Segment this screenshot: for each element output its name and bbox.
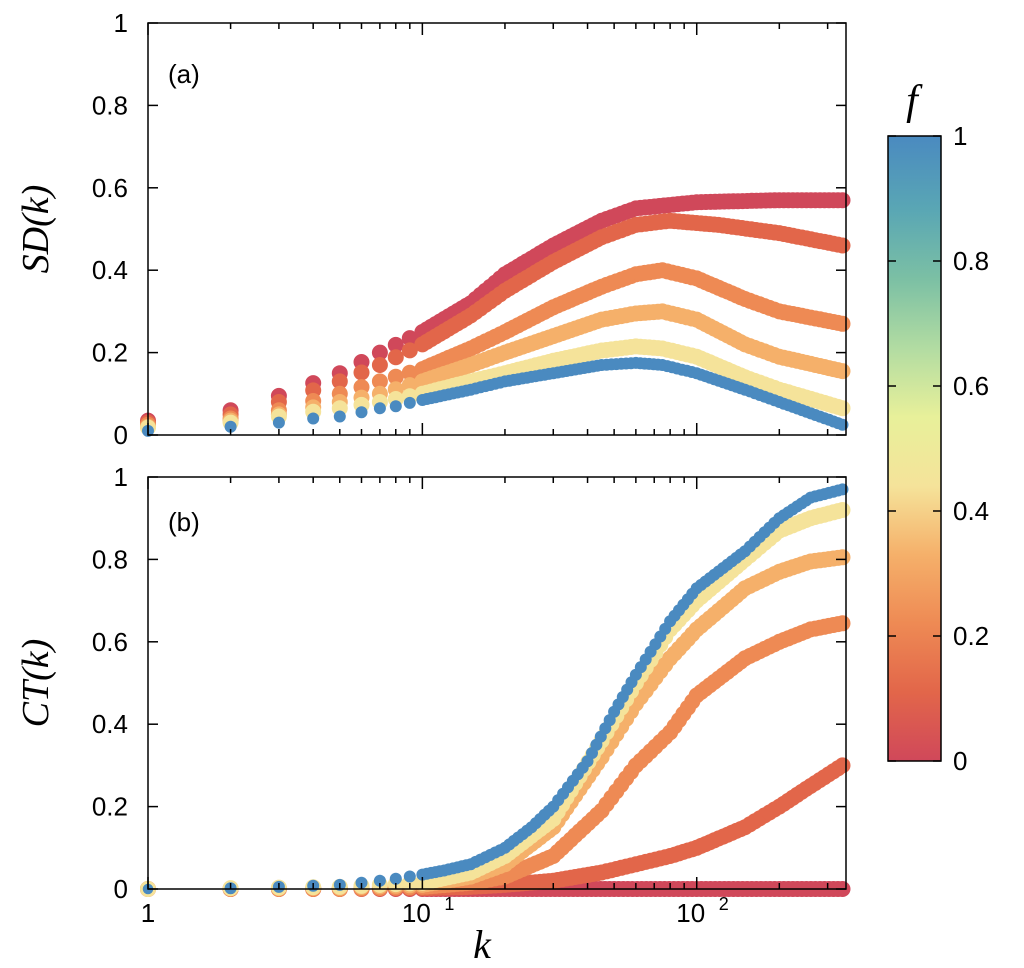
colorbar: f 0 0.2 0.4 0.6 0.8 1 <box>887 78 989 776</box>
y-tick-label: 0.2 <box>92 792 128 822</box>
data-point <box>834 549 851 566</box>
panel-b-x-ticks <box>147 477 829 889</box>
colorbar-gradient <box>887 135 942 762</box>
data-point <box>387 349 404 366</box>
y-tick-label: 0.4 <box>92 709 128 739</box>
data-point <box>834 502 851 518</box>
data-point <box>389 872 402 885</box>
data-point <box>834 315 851 332</box>
panel-a-y-axis: 0 0.2 0.4 0.6 0.8 1 <box>92 8 846 450</box>
y-tick-label: 0 <box>114 420 128 450</box>
series-f-0.6 <box>140 549 851 897</box>
colorbar-title: f <box>906 78 923 124</box>
colorbar-ticks: 0 0.2 0.4 0.6 0.8 1 <box>888 121 989 776</box>
data-point <box>834 237 851 254</box>
panel-a-label: (a) <box>168 59 200 89</box>
panel-a-frame <box>147 22 847 436</box>
x-axis-label: k <box>473 922 492 967</box>
panel-a-markers <box>140 192 851 437</box>
panel-b-label: (b) <box>168 507 200 537</box>
data-point <box>371 373 388 390</box>
panel-a: 0 0.2 0.4 0.6 0.8 1 (a) SD(k) <box>15 8 851 450</box>
y-tick-label: 0.2 <box>92 338 128 368</box>
series-f-1 <box>142 356 849 437</box>
panel-b-frame <box>147 476 847 890</box>
y-tick-label: 0 <box>114 874 128 904</box>
data-point <box>401 377 418 394</box>
colorbar-tick-label: 0.2 <box>953 621 989 651</box>
data-point <box>333 410 346 423</box>
data-point <box>387 336 404 353</box>
panel-b-markers <box>140 483 851 897</box>
colorbar-tick-label: 0 <box>953 746 967 776</box>
data-point <box>355 876 368 889</box>
y-tick-label: 1 <box>114 8 128 38</box>
data-point <box>373 874 386 887</box>
data-point <box>371 357 388 373</box>
data-point <box>834 192 851 209</box>
x-axis-tick-labels: 1 10 1 10 2 <box>141 894 729 928</box>
panel-a-ylabel: SD(k) <box>15 185 57 274</box>
data-point <box>834 615 851 632</box>
data-point <box>401 330 418 347</box>
series-f-1 <box>141 483 849 896</box>
y-tick-label: 0.6 <box>92 173 128 203</box>
x-tick-label: 1 <box>141 898 155 928</box>
colorbar-tick-label: 0.6 <box>953 371 989 401</box>
data-point <box>224 420 237 433</box>
panel-b-y-axis: 0 0.2 0.4 0.6 0.8 1 <box>92 462 846 904</box>
data-point <box>387 368 404 385</box>
x-tick-label: 10 <box>402 898 431 928</box>
y-tick-label: 0.4 <box>92 255 128 285</box>
data-point <box>355 406 368 419</box>
colorbar-tick-label: 0.8 <box>953 246 989 276</box>
data-point <box>834 363 851 380</box>
data-point <box>373 402 386 415</box>
series-f-0 <box>140 192 851 429</box>
x-tick-label: 10 <box>676 898 705 928</box>
series-f-0.2 <box>140 212 851 431</box>
data-point <box>834 400 851 417</box>
data-point <box>331 373 348 390</box>
data-point <box>307 412 320 425</box>
panel-a-x-ticks <box>147 23 829 435</box>
data-point <box>401 342 418 359</box>
y-tick-label: 0.6 <box>92 627 128 657</box>
data-point <box>371 344 388 361</box>
data-point <box>389 400 402 413</box>
panel-b-ylabel: CT(k) <box>15 639 57 728</box>
x-tick-exponent: 1 <box>444 894 454 914</box>
series-f-0.4 <box>140 262 851 433</box>
data-point <box>403 870 416 883</box>
data-point <box>403 396 416 409</box>
colorbar-tick-label: 1 <box>953 121 967 151</box>
data-point <box>401 364 418 381</box>
y-tick-label: 0.8 <box>92 90 128 120</box>
panel-b: 0 0.2 0.4 0.6 0.8 1 (b) CT(k) <box>15 462 851 904</box>
x-tick-exponent: 2 <box>719 894 729 914</box>
colorbar-tick-label: 0.4 <box>953 496 989 526</box>
data-point <box>272 416 285 429</box>
series-f-0.8 <box>140 502 851 897</box>
data-point <box>353 364 370 381</box>
data-point <box>834 757 851 774</box>
y-tick-label: 0.8 <box>92 544 128 574</box>
y-tick-label: 1 <box>114 462 128 492</box>
